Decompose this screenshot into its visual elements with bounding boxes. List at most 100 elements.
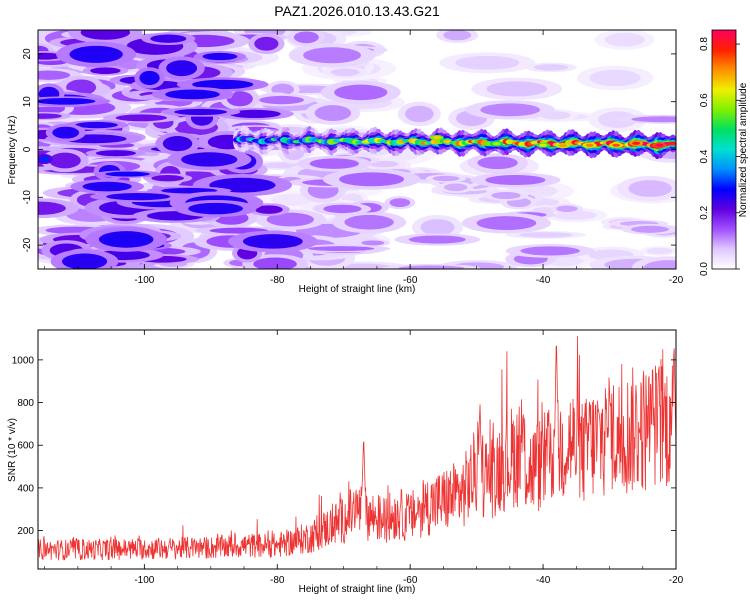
spectrogram-cells [38, 30, 676, 269]
heatmap-cell [254, 205, 283, 214]
heatmap-cell [90, 67, 121, 75]
heatmap-cell [485, 175, 546, 186]
heatmap-cell [80, 30, 131, 40]
heatmap-cell [38, 70, 71, 80]
snr-x-ticks: -100 -80 -60 -40 -20 [44, 330, 684, 586]
heatmap-cell [253, 257, 297, 269]
heatmap-cell [628, 180, 672, 197]
heatmap-cell [339, 172, 405, 187]
spectrogram-y-ticks: -20 -10 0 10 20 [22, 48, 676, 252]
snr-x-label: Height of straight line (km) [299, 584, 416, 595]
heatmap-cell [106, 192, 171, 201]
heatmap-cell [303, 47, 361, 64]
heatmap-cell [604, 32, 645, 47]
x-tick-label: -80 [270, 275, 285, 286]
heatmap-cell [330, 68, 360, 77]
heatmap-cell [455, 55, 520, 70]
x-tick-label: -60 [403, 275, 418, 286]
heatmap-cell [166, 60, 198, 77]
heatmap-cell [432, 175, 460, 182]
heatmap-cell [69, 45, 123, 63]
heatmap-cell [420, 219, 455, 236]
heatmap-cell [632, 141, 641, 145]
colorbar-gradient [712, 30, 736, 269]
colorbar-tick-label: 0.8 [699, 37, 710, 51]
heatmap-cell [334, 84, 388, 101]
heatmap-cell [105, 171, 150, 177]
colorbar-ticks: 0.0 0.2 0.4 0.6 0.8 [699, 37, 740, 276]
heatmap-cell [226, 91, 253, 107]
heatmap-cell [630, 225, 669, 233]
y-tick-label: 400 [17, 483, 34, 494]
y-tick-label: 20 [22, 48, 33, 60]
heatmap-cell [408, 235, 466, 244]
heatmap-cell [181, 152, 238, 167]
heatmap-cell [115, 114, 167, 122]
heatmap-cell [314, 105, 352, 121]
y-tick-label: -20 [22, 237, 33, 252]
heatmap-cell [38, 201, 66, 215]
heatmap-cell [192, 79, 254, 90]
heatmap-cell [646, 247, 673, 255]
heatmap-cell [477, 156, 518, 170]
heatmap-cell [188, 202, 243, 215]
heatmap-cell [61, 253, 108, 269]
heatmap-cell [308, 246, 375, 252]
heatmap-cell [539, 143, 548, 147]
heatmap-cell [293, 31, 319, 44]
heatmap-cell [98, 231, 154, 248]
heatmap-cell [162, 136, 193, 152]
spectrogram-y-label: Frequency (Hz) [7, 116, 18, 185]
heatmap-cell [242, 234, 303, 249]
colorbar-tick-label: 0.4 [699, 149, 710, 163]
heatmap-cell [476, 216, 537, 230]
heatmap-cell [518, 232, 573, 238]
heatmap-cell [432, 135, 441, 140]
heatmap-cell [480, 103, 541, 117]
heatmap-cell [559, 144, 568, 148]
heatmap-cell [369, 160, 399, 168]
heatmap-cell [520, 246, 580, 256]
heatmap-cell [389, 198, 411, 208]
heatmap-cell [38, 98, 96, 105]
heatmap-cell [228, 109, 281, 119]
heatmap-cell [49, 152, 81, 169]
heatmap-cell [443, 30, 472, 41]
snr-y-label: SNR (10 * v/v) [7, 418, 18, 482]
heatmap-cell [405, 105, 434, 123]
heatmap-cell [174, 108, 228, 116]
x-tick-label: -100 [134, 575, 154, 586]
heatmap-cell [585, 143, 594, 147]
heatmap-cell [323, 204, 362, 214]
heatmap-cell [443, 183, 468, 192]
heatmap-cell [75, 121, 118, 129]
colorbar-frame [711, 29, 737, 270]
heatmap-cell [258, 95, 305, 105]
heatmap-cell [643, 260, 676, 269]
y-tick-label: 600 [17, 441, 34, 452]
y-tick-label: 800 [17, 398, 34, 409]
figure-title: PAZ1.2026.010.13.43.G21 [274, 3, 440, 19]
x-tick-label: -20 [669, 575, 684, 586]
colorbar-tick-label: 0.0 [699, 262, 710, 276]
x-tick-label: -60 [403, 575, 418, 586]
y-tick-label: -10 [22, 190, 33, 205]
heatmap-cell [486, 81, 548, 97]
heatmap-cell [492, 142, 501, 146]
x-tick-label: -80 [270, 575, 285, 586]
colorbar-label: Normalized spectral amplitude [738, 82, 749, 217]
snr-panel: -100 -80 -60 -40 -20 200 400 600 800 1000 Height… [7, 329, 684, 595]
heatmap-cell [266, 212, 314, 227]
snr-series-line [38, 336, 676, 561]
x-tick-label: -40 [536, 275, 551, 286]
x-tick-label: -100 [134, 275, 154, 286]
heatmap-cell [491, 191, 521, 200]
heatmap-cell [52, 126, 80, 139]
snr-frame [37, 329, 677, 570]
snr-y-ticks: 200 400 600 800 1000 [12, 355, 676, 537]
y-tick-label: 0 [22, 146, 33, 152]
colorbar: 0.0 0.2 0.4 0.6 0.8 Normalized spectral ampl… [699, 29, 749, 276]
heatmap-cell [612, 143, 621, 147]
